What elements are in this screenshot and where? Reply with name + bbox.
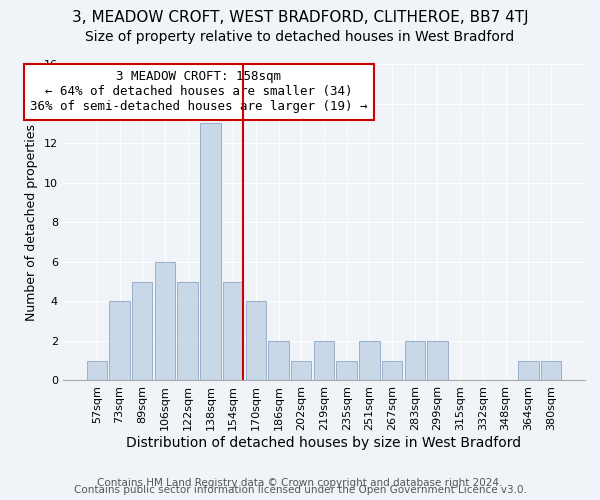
Text: Size of property relative to detached houses in West Bradford: Size of property relative to detached ho… — [85, 30, 515, 44]
Bar — [427, 341, 448, 380]
Bar — [268, 341, 289, 380]
Bar — [109, 302, 130, 380]
Bar — [337, 360, 357, 380]
Bar — [314, 341, 334, 380]
Bar — [86, 360, 107, 380]
Y-axis label: Number of detached properties: Number of detached properties — [25, 124, 38, 320]
Text: 3 MEADOW CROFT: 158sqm
← 64% of detached houses are smaller (34)
36% of semi-det: 3 MEADOW CROFT: 158sqm ← 64% of detached… — [30, 70, 367, 114]
Bar — [359, 341, 380, 380]
Text: 3, MEADOW CROFT, WEST BRADFORD, CLITHEROE, BB7 4TJ: 3, MEADOW CROFT, WEST BRADFORD, CLITHERO… — [71, 10, 529, 25]
Bar — [155, 262, 175, 380]
Bar — [291, 360, 311, 380]
Bar — [223, 282, 243, 380]
Bar — [245, 302, 266, 380]
Bar — [200, 124, 221, 380]
Bar — [541, 360, 561, 380]
Text: Contains public sector information licensed under the Open Government Licence v3: Contains public sector information licen… — [74, 485, 526, 495]
Bar — [178, 282, 198, 380]
X-axis label: Distribution of detached houses by size in West Bradford: Distribution of detached houses by size … — [127, 436, 521, 450]
Bar — [132, 282, 152, 380]
Bar — [404, 341, 425, 380]
Bar — [382, 360, 402, 380]
Bar — [518, 360, 539, 380]
Text: Contains HM Land Registry data © Crown copyright and database right 2024.: Contains HM Land Registry data © Crown c… — [97, 478, 503, 488]
